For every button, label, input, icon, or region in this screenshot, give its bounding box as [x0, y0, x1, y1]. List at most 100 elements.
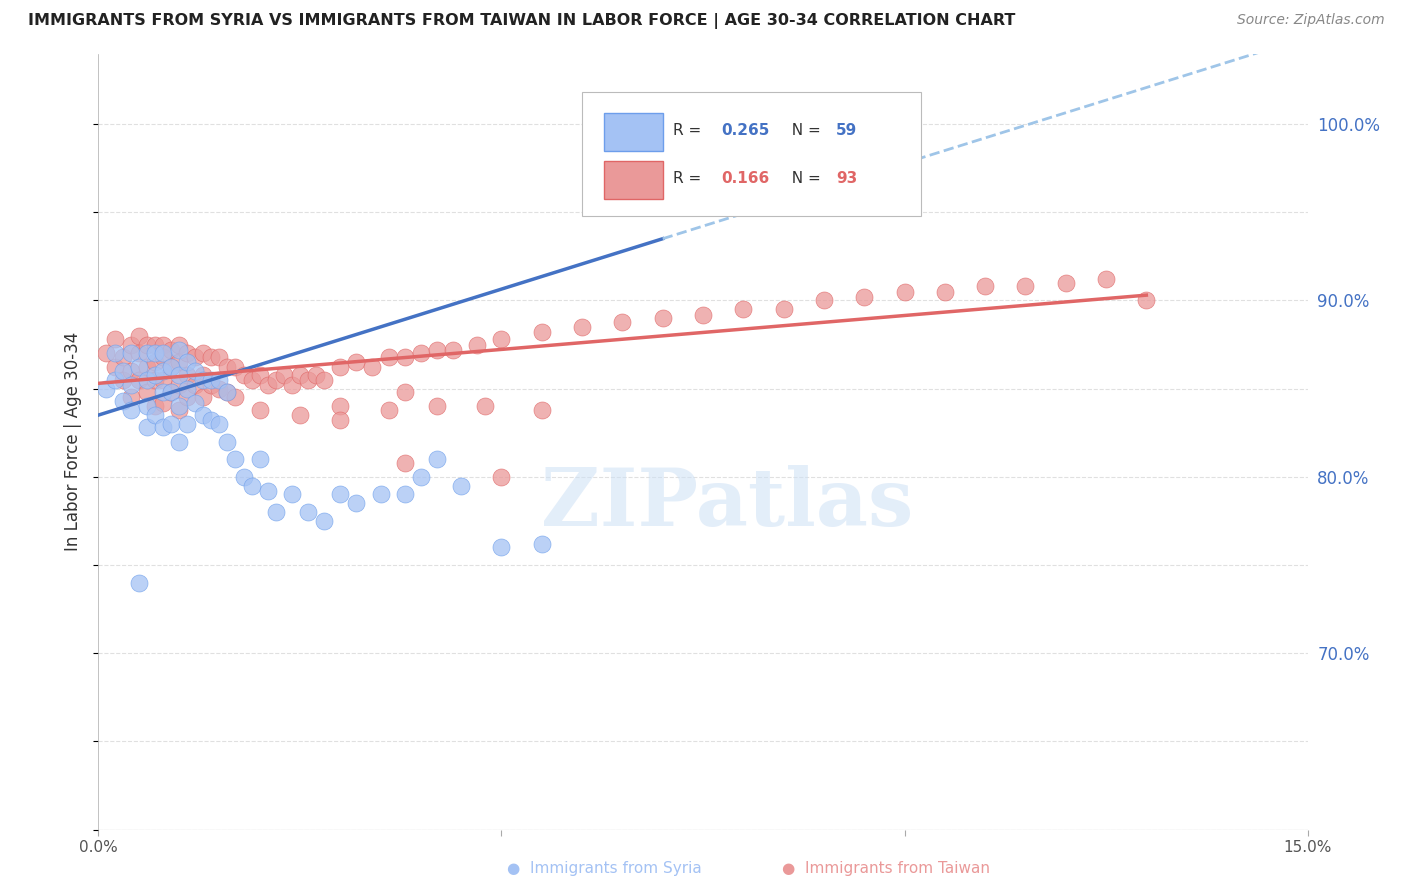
Point [176, 355, 198, 369]
Point [96, 346, 118, 360]
Point [409, 346, 432, 360]
Point [530, 402, 553, 417]
Point [256, 378, 278, 392]
Point [297, 373, 319, 387]
Point [200, 413, 222, 427]
Point [111, 394, 134, 409]
Point [128, 575, 150, 590]
Point [103, 346, 125, 360]
Point [152, 337, 174, 351]
Point [733, 302, 755, 317]
Point [135, 385, 157, 400]
Point [193, 368, 215, 382]
Point [288, 368, 311, 382]
Point [135, 360, 157, 375]
Point [208, 417, 231, 431]
Point [256, 483, 278, 498]
Point [224, 452, 246, 467]
Point [208, 373, 231, 387]
Point [1095, 272, 1118, 286]
Point [208, 382, 231, 396]
Text: Source: ZipAtlas.com: Source: ZipAtlas.com [1237, 13, 1385, 28]
Point [120, 391, 142, 405]
Point [152, 385, 174, 400]
Point [120, 346, 142, 360]
Text: N =: N = [782, 170, 825, 186]
Point [176, 391, 198, 405]
Point [143, 346, 166, 360]
Text: N =: N = [782, 123, 825, 138]
Point [167, 355, 190, 369]
Point [143, 355, 166, 369]
Point [394, 385, 416, 400]
Point [474, 399, 496, 413]
FancyBboxPatch shape [603, 161, 664, 199]
Point [1014, 279, 1036, 293]
Point [167, 434, 190, 449]
Text: ●  Immigrants from Taiwan: ● Immigrants from Taiwan [782, 861, 990, 876]
Point [224, 391, 246, 405]
Point [465, 337, 488, 351]
Point [200, 373, 222, 387]
Point [370, 487, 392, 501]
Point [193, 346, 215, 360]
Text: ●  Immigrants from Syria: ● Immigrants from Syria [508, 861, 702, 876]
Point [120, 364, 142, 378]
Point [143, 337, 166, 351]
Point [232, 368, 254, 382]
Point [426, 399, 449, 413]
Point [288, 408, 311, 422]
Point [394, 487, 416, 501]
Point [441, 343, 464, 357]
Point [96, 382, 118, 396]
Point [217, 360, 239, 375]
Point [152, 350, 174, 364]
Point [530, 325, 553, 339]
Point [184, 378, 207, 392]
Point [208, 350, 231, 364]
Point [217, 434, 239, 449]
Point [176, 368, 198, 382]
Point [934, 285, 956, 299]
Point [176, 346, 198, 360]
Point [491, 332, 513, 346]
Point [1135, 293, 1157, 308]
Text: 0.265: 0.265 [721, 123, 769, 138]
Point [249, 368, 271, 382]
Point [135, 373, 157, 387]
Point [491, 470, 513, 484]
Point [184, 364, 207, 378]
Point [571, 319, 593, 334]
Point [167, 399, 190, 413]
Point [361, 360, 384, 375]
Text: R =: R = [672, 170, 706, 186]
Point [103, 373, 125, 387]
Point [176, 417, 198, 431]
Point [167, 378, 190, 392]
Point [135, 337, 157, 351]
Point [377, 350, 399, 364]
Point [200, 378, 222, 392]
Point [120, 402, 142, 417]
Y-axis label: In Labor Force | Age 30-34: In Labor Force | Age 30-34 [65, 332, 83, 551]
Point [128, 373, 150, 387]
Point [297, 505, 319, 519]
Point [193, 373, 215, 387]
Point [152, 420, 174, 434]
Point [224, 360, 246, 375]
Point [160, 385, 183, 400]
Point [193, 408, 215, 422]
Point [143, 408, 166, 422]
Point [167, 368, 190, 382]
Text: 59: 59 [837, 123, 858, 138]
Point [426, 452, 449, 467]
Point [135, 346, 157, 360]
Point [249, 452, 271, 467]
Point [692, 308, 714, 322]
Point [853, 290, 876, 304]
Point [120, 337, 142, 351]
Point [135, 399, 157, 413]
Point [813, 293, 835, 308]
Point [128, 346, 150, 360]
Point [167, 343, 190, 357]
